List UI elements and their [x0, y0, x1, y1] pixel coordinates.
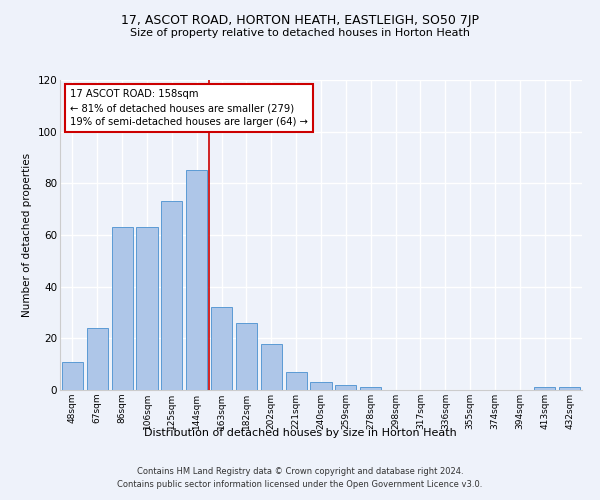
Text: Contains HM Land Registry data © Crown copyright and database right 2024.: Contains HM Land Registry data © Crown c… — [137, 467, 463, 476]
Bar — [62, 362, 83, 390]
Bar — [261, 344, 282, 390]
Bar — [136, 227, 158, 390]
Bar — [211, 308, 232, 390]
Text: 17 ASCOT ROAD: 158sqm
← 81% of detached houses are smaller (279)
19% of semi-det: 17 ASCOT ROAD: 158sqm ← 81% of detached … — [70, 90, 308, 128]
Bar — [310, 382, 332, 390]
Bar — [335, 385, 356, 390]
Bar — [236, 323, 257, 390]
Bar — [186, 170, 207, 390]
Bar — [112, 227, 133, 390]
Text: Distribution of detached houses by size in Horton Heath: Distribution of detached houses by size … — [143, 428, 457, 438]
Text: 17, ASCOT ROAD, HORTON HEATH, EASTLEIGH, SO50 7JP: 17, ASCOT ROAD, HORTON HEATH, EASTLEIGH,… — [121, 14, 479, 27]
Bar — [161, 202, 182, 390]
Bar — [534, 388, 555, 390]
Text: Size of property relative to detached houses in Horton Heath: Size of property relative to detached ho… — [130, 28, 470, 38]
Bar — [360, 388, 381, 390]
Bar — [286, 372, 307, 390]
Bar — [559, 388, 580, 390]
Bar — [87, 328, 108, 390]
Text: Contains public sector information licensed under the Open Government Licence v3: Contains public sector information licen… — [118, 480, 482, 489]
Y-axis label: Number of detached properties: Number of detached properties — [22, 153, 32, 317]
